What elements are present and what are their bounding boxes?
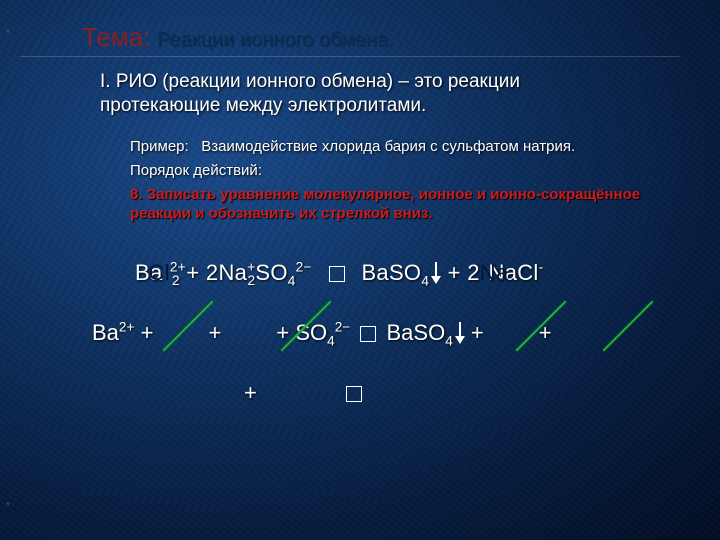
eq3-plus: + xyxy=(244,380,257,405)
eq1-precip-arrow xyxy=(431,262,441,286)
strike-4 xyxy=(600,298,655,353)
step-text: 8. Записать уравнение молекулярное, ионн… xyxy=(130,186,660,224)
eq1-cl-sup: - xyxy=(539,260,544,275)
eq2-plus2: + xyxy=(208,320,227,345)
example-text: Взаимодействие хлорида бария с сульфатом… xyxy=(201,138,575,155)
eq1-na-overlay: Na xyxy=(480,260,509,285)
decor-star-bottom: * xyxy=(6,501,10,512)
eq2-plus5: + xyxy=(539,320,552,345)
eq1-baso4: BaSO xyxy=(361,260,421,285)
slide-root: * * Тема: Реакции ионного обмена. I. РИО… xyxy=(0,0,720,540)
eq2-arrow-box xyxy=(360,326,376,342)
decor-star-top: * xyxy=(6,28,10,39)
eq1-baso4-sub: 4 xyxy=(421,273,429,288)
example-line: Пример: Взаимодействие хлорида бария с с… xyxy=(130,138,660,155)
eq2-baso4: BaSO xyxy=(386,320,445,345)
eq2-plus3: + xyxy=(276,320,295,345)
example-label: Пример: xyxy=(130,138,189,155)
eq3-arrow-box xyxy=(346,386,362,402)
eq1-so4-sup: 2− xyxy=(296,260,312,275)
definition-line2: протекающие между электролитами. xyxy=(100,95,426,116)
title-prefix: Тема: xyxy=(82,22,150,52)
eq2-ba-sup: 2+ xyxy=(119,320,135,335)
eq2-plus4: + xyxy=(471,320,490,345)
eq2-baso4-sub: 4 xyxy=(445,333,453,348)
eq1-so4-sub: 4 xyxy=(288,273,296,288)
eq1-plus2: + 2 xyxy=(448,260,480,285)
equation-ionic: Ba2+ + + + SO42− BaSO4 + + xyxy=(92,320,552,346)
eq2-so4-sup: 2− xyxy=(335,320,351,335)
definition-line1: I. РИО (реакции ионного обмена) – это ре… xyxy=(100,71,520,92)
eq2-plus1: + xyxy=(141,320,160,345)
eq2-so4: SO xyxy=(295,320,327,345)
definition-text: I. РИО (реакции ионного обмена) – это ре… xyxy=(100,70,682,118)
eq1-so4: SO xyxy=(255,260,287,285)
title-divider xyxy=(20,56,680,57)
eq1-na: Na xyxy=(218,260,247,285)
title-subject: Реакции ионного обмена. xyxy=(157,29,394,51)
equation-molecular: BaCl2+2 + 2Na+2SO42− BaSO4 + 2NaNaCl- xyxy=(135,260,543,286)
eq1-cl-overlay: Cl xyxy=(149,260,170,285)
eq2-ba: Ba xyxy=(92,320,119,345)
eq1-plus1: + 2 xyxy=(186,260,218,285)
eq1-cl-sub: 2 xyxy=(172,273,180,288)
slide-title: Тема: Реакции ионного обмена. xyxy=(82,22,394,53)
step-line1: 8. Записать уравнение молекулярное, ионн… xyxy=(130,186,640,203)
eq1-arrow-box xyxy=(329,266,345,282)
eq2-precip-arrow xyxy=(455,322,465,346)
eq2-so4-sub: 4 xyxy=(327,333,335,348)
order-label: Порядок действий: xyxy=(130,162,262,179)
equation-net-ionic: + xyxy=(244,380,366,406)
step-line2: реакции и обозначить их стрелкой вниз. xyxy=(130,205,433,222)
